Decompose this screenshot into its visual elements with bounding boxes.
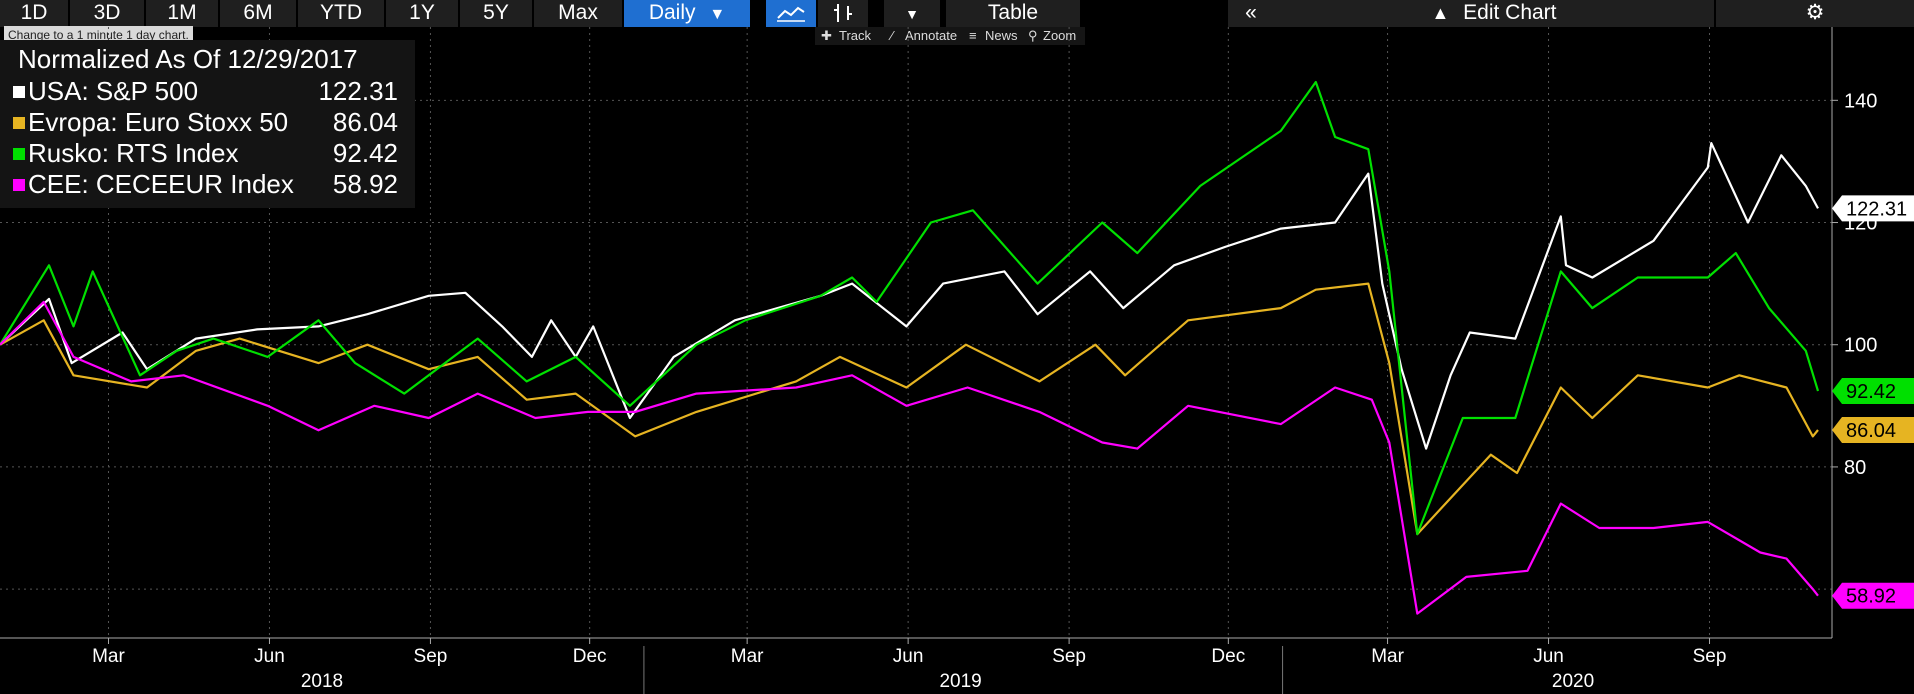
chart-type-dropdown[interactable]: ▼ (884, 0, 940, 27)
legend-swatch (13, 148, 25, 160)
last-value-tag-bg (1832, 582, 1914, 609)
period-1y-button[interactable]: 1Y (386, 0, 458, 27)
x-tick-label: Dec (1211, 646, 1245, 667)
edit-chart-label: Edit Chart (1463, 1, 1557, 24)
edit-chart-button[interactable]: ▲ Edit Chart (1274, 0, 1714, 27)
bar-chart-icon[interactable] (818, 0, 868, 27)
y-tick-label: 80 (1844, 457, 1866, 479)
series-line-1 (0, 282, 1819, 536)
legend-series-name: Rusko: RTS Index (28, 138, 239, 168)
x-tick-label: Mar (731, 646, 764, 667)
chart-subtools: ✚ Track ∕ Annotate ≡ News ⚲ Zoom (815, 27, 1085, 45)
x-tick-label: Jun (254, 646, 285, 667)
legend-swatch (13, 86, 25, 98)
x-tick-label: Sep (1693, 646, 1727, 667)
last-value-tag-text: 122.31 (1846, 198, 1907, 220)
legend-swatch (13, 117, 25, 129)
last-value-tag-text: 58.92 (1846, 586, 1896, 608)
period-1m-button[interactable]: 1M (146, 0, 218, 27)
x-tick-label: Mar (1371, 646, 1404, 667)
legend-series-value: 58.92 (332, 169, 398, 199)
chevron-down-icon: ▼ (709, 6, 726, 23)
x-tick-label: Jun (1533, 646, 1564, 667)
chart-title: Normalized As Of 12/29/2017 (18, 44, 358, 74)
x-tick-label: Jun (893, 646, 924, 667)
legend-series-name: CEE: CECEEUR Index (28, 169, 294, 199)
period-6m-button[interactable]: 6M (220, 0, 296, 27)
legend-swatch (13, 179, 25, 191)
year-label: 2018 (301, 671, 343, 692)
last-value-tag-text: 86.04 (1846, 420, 1896, 442)
legend-series-name: USA: S&P 500 (28, 76, 199, 106)
zoom-icon: ⚲ (1028, 28, 1038, 43)
legend-item[interactable]: Evropa: Euro Stoxx 50 86.04 (0, 107, 410, 138)
legend-series-value: 92.42 (332, 138, 398, 168)
y-tick-label: 120 (1844, 213, 1877, 235)
chart-toolbar: 1D 3D 1M 6M YTD 1Y 5Y Max Daily ▼ ▼ Tabl… (0, 0, 1914, 27)
frequency-label: Daily (648, 1, 696, 24)
last-value-tag: 92.42 (1832, 378, 1914, 405)
annotate-icon: ∕ (891, 28, 894, 43)
year-label: 2020 (1552, 671, 1594, 692)
annotate-button[interactable]: Annotate (905, 28, 958, 43)
period-3d-button[interactable]: 3D (70, 0, 144, 27)
legend-item[interactable]: Rusko: RTS Index 92.42 (0, 138, 410, 169)
table-button[interactable]: Table (946, 0, 1080, 27)
period-tooltip: Change to a 1 minute 1 day chart. (4, 26, 193, 44)
line-chart-icon[interactable] (766, 0, 816, 27)
series-line-3 (0, 300, 1819, 615)
last-value-tag-bg (1832, 378, 1914, 405)
legend-series-value: 86.04 (332, 107, 398, 137)
last-value-tag-bg (1832, 417, 1914, 444)
x-tick-label: Sep (414, 646, 448, 667)
chevron-down-icon: ▼ (905, 6, 919, 22)
legend-series-name: Evropa: Euro Stoxx 50 (28, 107, 289, 137)
collapse-icon[interactable]: « (1228, 0, 1274, 27)
last-value-tag: 122.31 (1832, 195, 1914, 222)
gear-icon[interactable]: ⚙ (1716, 0, 1914, 27)
x-tick-label: Dec (573, 646, 607, 667)
y-tick-label: 140 (1844, 90, 1877, 112)
frequency-dropdown[interactable]: Daily ▼ (624, 0, 750, 27)
legend-item[interactable]: CEE: CECEEUR Index 58.92 (0, 169, 410, 200)
last-value-tag: 58.92 (1832, 582, 1914, 609)
news-button[interactable]: News (985, 28, 1018, 43)
period-max-button[interactable]: Max (534, 0, 622, 27)
track-icon: ✚ (821, 28, 832, 43)
zoom-button[interactable]: Zoom (1043, 28, 1077, 43)
y-tick-label: 100 (1844, 335, 1877, 357)
x-tick-label: Sep (1052, 646, 1086, 667)
year-label: 2019 (939, 671, 981, 692)
period-1d-button[interactable]: 1D (0, 0, 68, 27)
last-value-tag-bg (1832, 195, 1914, 222)
period-ytd-button[interactable]: YTD (298, 0, 384, 27)
x-tick-label: Mar (92, 646, 125, 667)
news-icon: ≡ (969, 28, 977, 43)
track-button[interactable]: Track (839, 28, 872, 43)
edit-chart-icon: ▲ (1431, 3, 1450, 23)
last-value-tag-text: 92.42 (1846, 381, 1896, 403)
legend-item[interactable]: USA: S&P 500 122.31 (0, 76, 410, 107)
period-5y-button[interactable]: 5Y (460, 0, 532, 27)
legend-series-value: 122.31 (318, 76, 398, 106)
chart-legend: Normalized As Of 12/29/2017 USA: S&P 500… (0, 40, 415, 208)
last-value-tag: 86.04 (1832, 417, 1914, 444)
